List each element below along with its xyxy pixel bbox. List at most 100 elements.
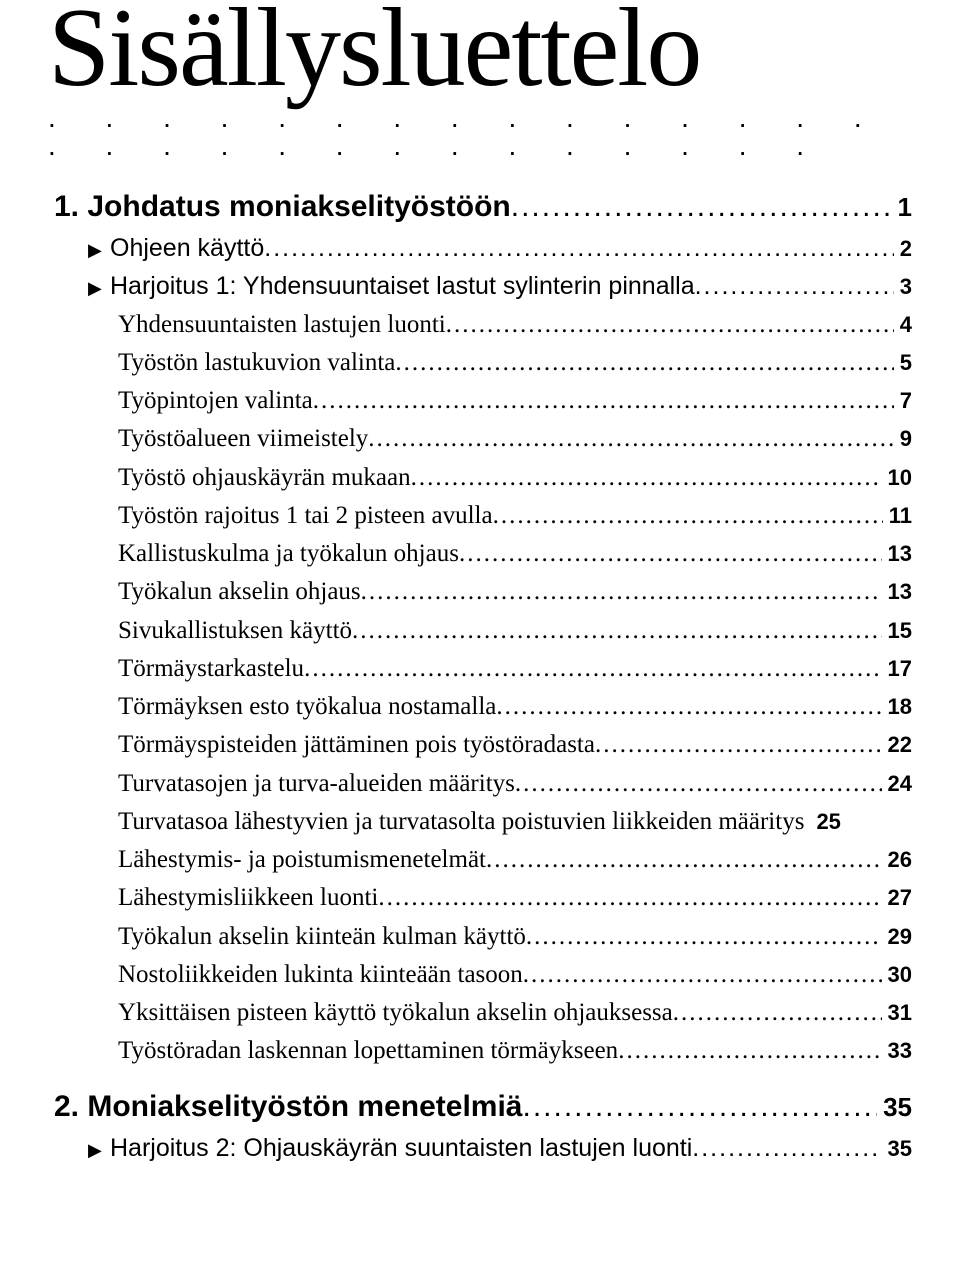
toc-page-number: 22 xyxy=(882,729,912,761)
dot-leader: ........................................… xyxy=(368,421,893,457)
toc-label: Turvatasoa lähestyvien ja turvatasolta p… xyxy=(118,804,804,840)
dot-leader: ........................................… xyxy=(526,919,882,955)
toc-label: Harjoitus 1: Yhdensuuntaiset lastut syli… xyxy=(110,268,695,304)
toc-page-number: 13 xyxy=(882,538,912,570)
toc-entry: Kallistuskulma ja työkalun ohjaus.......… xyxy=(54,536,912,572)
toc-entry: ▶Harjoitus 2: Ohjauskäyrän suuntaisten l… xyxy=(54,1130,912,1166)
toc-label: Turvatasojen ja turva-alueiden määritys xyxy=(118,766,515,802)
toc-page-number: 30 xyxy=(882,959,912,991)
toc-page-number: 15 xyxy=(882,615,912,647)
toc-entry: Yksittäisen pisteen käyttö työkalun akse… xyxy=(54,995,912,1031)
toc-label: Nostoliikkeiden lukinta kiinteään tasoon xyxy=(118,957,523,993)
toc-entry: Törmäyspisteiden jättäminen pois työstör… xyxy=(54,727,912,763)
dot-leader: ........................................… xyxy=(486,842,882,878)
toc-entry: Törmäyksen esto työkalua nostamalla.....… xyxy=(54,689,912,725)
toc-entry: Turvatasoa lähestyvien ja turvatasolta p… xyxy=(54,804,912,840)
dot-leader: ........................................… xyxy=(264,230,893,266)
arrow-icon: ▶ xyxy=(88,237,110,263)
toc-page-number: 5 xyxy=(894,347,912,379)
toc-label: Työkalun akselin ohjaus xyxy=(118,574,361,610)
toc-page-number: 2 xyxy=(894,233,912,265)
toc-page-number: 1 xyxy=(892,192,912,223)
toc-entry: Lähestymisliikkeen luonti...............… xyxy=(54,880,912,916)
toc-label: 1. Johdatus moniakselityöstöön xyxy=(54,190,511,224)
toc-label: Törmäyksen esto työkalua nostamalla xyxy=(118,689,496,725)
toc-label: Työkalun akselin kiinteän kulman käyttö xyxy=(118,919,526,955)
toc-label: Sivukallistuksen käyttö xyxy=(118,613,352,649)
toc-label: Työstöradan laskennan lopettaminen törmä… xyxy=(118,1033,618,1069)
dot-leader: ........................................… xyxy=(595,727,882,763)
toc-page-number: 17 xyxy=(882,653,912,685)
toc-entry: Törmäystarkastelu.......................… xyxy=(54,651,912,687)
toc-entry: ▶Ohjeen käyttö..........................… xyxy=(54,230,912,266)
toc-page: Sisällysluettelo . . . . . . . . . . . .… xyxy=(0,0,960,1166)
page-title: Sisällysluettelo xyxy=(48,0,912,104)
toc-label: Työstön lastukuvion valinta xyxy=(118,345,395,381)
toc-page-number: 4 xyxy=(894,309,912,341)
dot-leader: ........................................… xyxy=(511,190,892,224)
toc-entry: Lähestymis- ja poistumismenetelmät......… xyxy=(54,842,912,878)
dot-leader: ........................................… xyxy=(522,1090,877,1124)
toc-page-number: 26 xyxy=(882,844,912,876)
toc-label: Yhdensuuntaisten lastujen luonti xyxy=(118,307,446,343)
title-underline-dots: . . . . . . . . . . . . . . . . . . . . … xyxy=(48,104,912,160)
toc-page-number: 27 xyxy=(882,882,912,914)
toc-label: Yksittäisen pisteen käyttö työkalun akse… xyxy=(118,995,673,1031)
toc-entry: Työstön lastukuvion valinta.............… xyxy=(54,345,912,381)
toc-page-number: 11 xyxy=(883,500,912,532)
dot-leader: ........................................… xyxy=(695,268,894,304)
toc-label: Törmäyspisteiden jättäminen pois työstör… xyxy=(118,727,595,763)
dot-leader: ........................................… xyxy=(411,460,882,496)
toc-page-number: 35 xyxy=(877,1092,912,1123)
toc-page-number: 9 xyxy=(894,423,912,455)
toc-entry: Työpintojen valinta.....................… xyxy=(54,383,912,419)
toc-label: Törmäystarkastelu xyxy=(118,651,304,687)
toc-page-number: 35 xyxy=(882,1133,912,1165)
dot-leader: ........................................… xyxy=(496,689,881,725)
toc-entry: Työstö ohjauskäyrän mukaan..............… xyxy=(54,460,912,496)
toc-entry: 2. Moniakselityöstön menetelmiä.........… xyxy=(54,1090,912,1124)
dot-leader: ........................................… xyxy=(446,307,894,343)
toc-page-number: 31 xyxy=(882,997,912,1029)
dot-leader: ........................................… xyxy=(523,957,882,993)
dot-leader: ........................................… xyxy=(313,383,894,419)
toc-label: Työstön rajoitus 1 tai 2 pisteen avulla xyxy=(118,498,493,534)
dot-leader: ........................................… xyxy=(304,651,881,687)
toc-entry: Turvatasojen ja turva-alueiden määritys.… xyxy=(54,766,912,802)
toc-page-number: 10 xyxy=(882,462,912,494)
title-block: Sisällysluettelo . . . . . . . . . . . .… xyxy=(48,0,912,160)
toc-label: Työstöalueen viimeistely xyxy=(118,421,368,457)
toc-label: Työpintojen valinta xyxy=(118,383,313,419)
dot-leader: ........................................… xyxy=(459,536,882,572)
toc-label: Kallistuskulma ja työkalun ohjaus xyxy=(118,536,459,572)
toc-page-number: 33 xyxy=(882,1035,912,1067)
toc-entry: Yhdensuuntaisten lastujen luonti........… xyxy=(54,307,912,343)
dot-leader: ........................................… xyxy=(378,880,881,916)
toc-page-number: 25 xyxy=(810,806,840,838)
toc-page-number: 18 xyxy=(882,691,912,723)
toc-entry: ▶Harjoitus 1: Yhdensuuntaiset lastut syl… xyxy=(54,268,912,304)
toc-list: 1. Johdatus moniakselityöstöön..........… xyxy=(48,190,912,1166)
toc-entry: 1. Johdatus moniakselityöstöön..........… xyxy=(54,190,912,224)
arrow-icon: ▶ xyxy=(88,1137,110,1163)
toc-label: Lähestymis- ja poistumismenetelmät xyxy=(118,842,486,878)
dot-leader: ........................................… xyxy=(361,574,882,610)
dot-leader: ........................................… xyxy=(673,995,882,1031)
dot-leader: ........................................… xyxy=(692,1130,881,1166)
toc-label: Työstö ohjauskäyrän mukaan xyxy=(118,460,411,496)
toc-entry: Sivukallistuksen käyttö.................… xyxy=(54,613,912,649)
toc-page-number: 29 xyxy=(882,921,912,953)
toc-page-number: 13 xyxy=(882,576,912,608)
toc-label: Lähestymisliikkeen luonti xyxy=(118,880,378,916)
toc-page-number: 3 xyxy=(894,271,912,303)
dot-leader: ........................................… xyxy=(352,613,881,649)
arrow-icon: ▶ xyxy=(88,275,110,301)
dot-leader: ........................................… xyxy=(618,1033,881,1069)
dot-leader: ........................................… xyxy=(395,345,893,381)
toc-page-number: 7 xyxy=(894,385,912,417)
toc-label: 2. Moniakselityöstön menetelmiä xyxy=(54,1090,522,1124)
toc-page-number: 24 xyxy=(882,768,912,800)
toc-entry: Työstöradan laskennan lopettaminen törmä… xyxy=(54,1033,912,1069)
toc-entry: Työstön rajoitus 1 tai 2 pisteen avulla.… xyxy=(54,498,912,534)
toc-entry: Nostoliikkeiden lukinta kiinteään tasoon… xyxy=(54,957,912,993)
